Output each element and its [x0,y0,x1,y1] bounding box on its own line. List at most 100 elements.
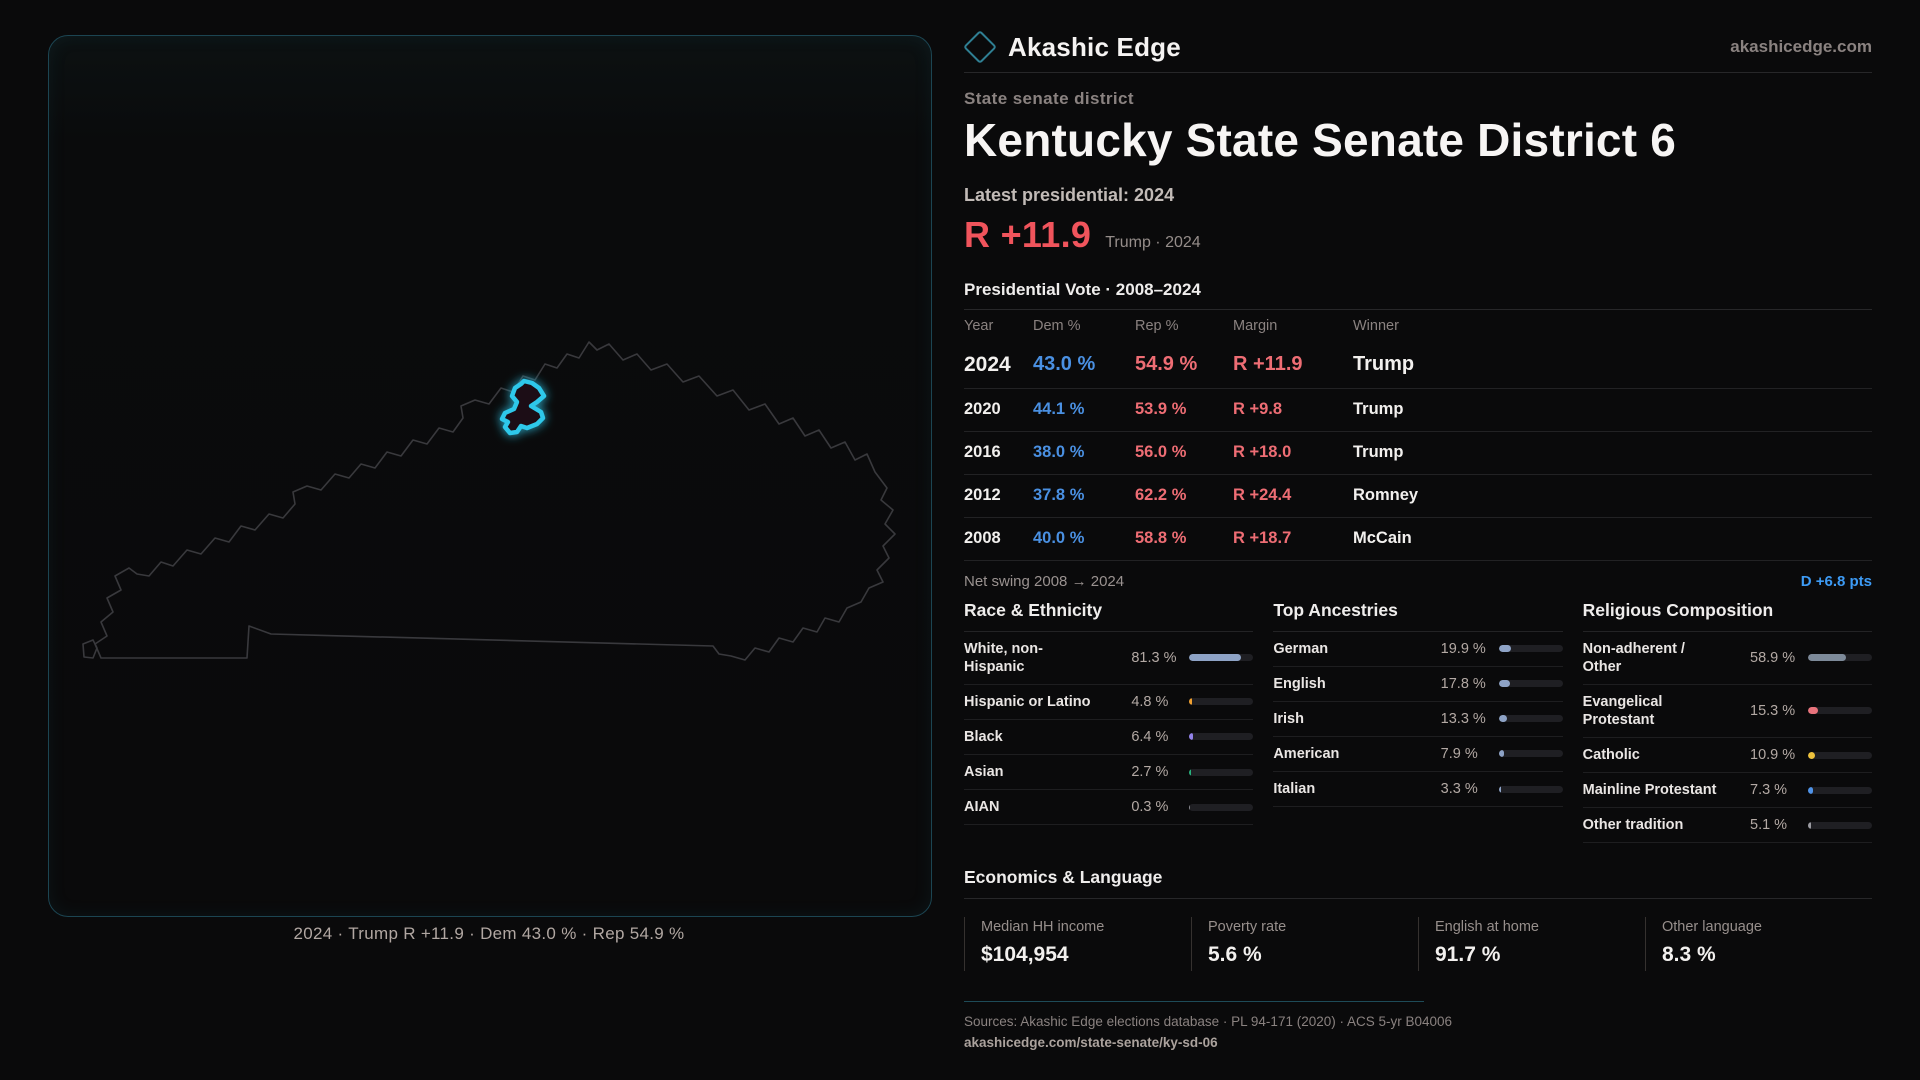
demo-bar-track [1498,750,1563,758]
vote-cell-dem: 40.0 % [1033,529,1085,548]
vote-cell-year: 2020 [964,400,1001,419]
report-footer: Sources: Akashic Edge elections database… [964,1001,1872,1052]
vote-cell-winner: Trump [1353,353,1415,376]
demo-label: German [1273,640,1329,657]
demo-bar-fill [1498,750,1504,758]
demo-bar-track [1189,803,1254,811]
vote-table-row: 2024 43.0 % 54.9 % R +11.9 Trump [964,342,1872,389]
district-map-panel [48,35,932,917]
stat-label: Poverty rate [1208,919,1287,936]
demo-label: Non-adherent / Other [1582,640,1685,675]
demo-label: Mainline Protestant [1582,782,1717,799]
vote-cell-margin: R +11.9 [1233,353,1303,376]
demo-row: Asian 2.7 % [964,755,1254,791]
panel-title: Race & Ethnicity [964,600,1254,632]
demo-bar-fill [1808,707,1818,715]
demo-row: English 17.8 % [1273,667,1563,702]
vote-cell-year: 2016 [964,443,1001,462]
demo-value: 6.4 % [1131,728,1169,745]
demo-label: English [1273,675,1326,692]
demo-value: 5.1 % [1750,817,1788,834]
vote-cell-margin: R +9.8 [1233,400,1283,419]
demo-value: 81.3 % [1131,649,1177,666]
demo-bar-fill [1808,654,1846,662]
demo-bar-track [1808,786,1872,794]
demo-bar-track [1498,680,1563,688]
demo-bar-track [1808,751,1872,759]
vote-cell-rep: 53.9 % [1135,400,1187,419]
demo-value: 3.3 % [1440,781,1478,798]
sources-text: Sources: Akashic Edge elections database… [964,1014,1453,1030]
stat-value: 91.7 % [1435,943,1501,967]
demo-bar-track [1498,715,1563,723]
vote-table-body: 2024 43.0 % 54.9 % R +11.9 Trump 2020 44.1 % 53… [964,342,1872,561]
demo-row: Evangelical Protestant 15.3 % [1582,685,1872,739]
demo-value: 13.3 % [1440,710,1486,727]
vote-cell-dem: 37.8 % [1033,486,1085,505]
demo-value: 15.3 % [1750,702,1796,719]
vote-cell-dem: 44.1 % [1033,400,1085,419]
stat-label: Median HH income [981,919,1105,936]
kentucky-west-fragment [82,639,98,659]
demo-bar-track [1189,768,1254,776]
demo-bar-fill [1498,680,1511,688]
stat-label: English at home [1435,919,1539,936]
demo-bar-fill [1189,654,1242,662]
demo-label: White, non- Hispanic [964,640,1043,675]
demo-value: 4.8 % [1131,693,1169,710]
economics-stat: Median HH income $104,954 [964,917,1191,972]
brand-domain-link[interactable]: akashicedge.com [1730,37,1872,56]
vote-cell-winner: Trump [1353,400,1404,419]
economics-stat: Poverty rate 5.6 % [1191,917,1418,972]
vote-table-row: 2008 40.0 % 58.8 % R +18.7 McCain [964,518,1872,561]
demo-bar-track [1189,733,1254,741]
latest-presidential-label: Latest presidential: 2024 [964,184,1175,205]
demo-label: Hispanic or Latino [964,693,1091,710]
demo-bar-fill [1808,751,1815,759]
vote-cell-winner: Trump [1353,443,1404,462]
demo-row: White, non- Hispanic 81.3 % [964,632,1254,685]
demo-label: Catholic [1582,747,1640,764]
net-swing-value: D +6.8 pts [1800,572,1872,590]
stat-value: 8.3 % [1662,943,1716,967]
vote-table-divider [964,308,1872,310]
demo-row: Catholic 10.9 % [1582,738,1872,774]
stat-label: Other language [1662,919,1762,936]
headline-margin-value: R +11.9 [964,213,1092,255]
demo-value: 0.3 % [1131,799,1169,816]
permalink[interactable]: akashicedge.com/state-senate/ky-sd-06 [964,1035,1218,1051]
demo-label: Asian [964,764,1004,781]
demographics-panel: Race & Ethnicity White, non- Hispanic 81.3… [964,600,1254,844]
vote-table-head: Year Dem % Rep % Margin Winner [964,310,1872,342]
vote-cell-winner: Romney [1353,486,1419,505]
demographics-grid: Race & Ethnicity White, non- Hispanic 81.3… [964,600,1872,844]
kentucky-map [82,341,896,661]
demo-row: Other tradition 5.1 % [1582,808,1872,844]
demo-row: AIAN 0.3 % [964,790,1254,826]
demo-value: 17.8 % [1440,675,1486,692]
demo-row: Irish 13.3 % [1273,702,1563,737]
vote-cell-rep: 62.2 % [1135,486,1187,505]
district-shape[interactable] [499,378,547,436]
kentucky-outline [94,341,896,661]
page-title: Kentucky State Senate District 6 [964,114,1676,166]
demo-label: Evangelical Protestant [1582,693,1663,728]
demo-row: Non-adherent / Other 58.9 % [1582,632,1872,685]
stat-value: $104,954 [981,943,1069,967]
economics-divider [964,898,1872,900]
economics-grid: Median HH income $104,954 Poverty rate 5.6 … [964,917,1872,972]
headline-margin: R +11.9 Trump · 2024 [964,214,1872,256]
demo-label: Other tradition [1582,817,1684,834]
demo-bar-track [1498,645,1563,653]
demo-value: 58.9 % [1750,649,1796,666]
vote-cell-dem: 43.0 % [1033,353,1096,376]
demo-value: 7.3 % [1750,782,1788,799]
vote-table-col-header: Winner [1353,317,1399,334]
economics-stat: Other language 8.3 % [1645,917,1872,972]
vote-table-title: Presidential Vote · 2008–2024 [964,279,1201,299]
vote-cell-rep: 54.9 % [1135,353,1198,376]
demo-label: American [1273,745,1340,762]
vote-table-row: 2016 38.0 % 56.0 % R +18.0 Trump [964,432,1872,475]
demo-bar-fill [1498,715,1508,723]
footer-accent-divider [964,1001,1424,1003]
